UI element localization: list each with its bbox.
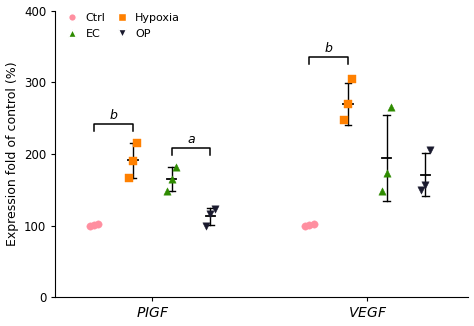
Point [172,164,180,170]
Text: b: b [325,42,333,55]
Point [95,222,102,227]
Point [344,101,352,106]
Point [168,176,175,182]
Point [129,158,137,164]
Point [211,207,219,212]
Legend: Ctrl, EC, Hypoxia, OP: Ctrl, EC, Hypoxia, OP [61,13,180,39]
Point [340,117,347,122]
Point [125,175,132,180]
Point [86,223,93,228]
Point [387,105,395,110]
Y-axis label: Expression fold of control (%): Expression fold of control (%) [6,62,18,246]
Point [305,222,313,228]
Point [426,148,434,153]
Point [310,222,317,227]
Point [417,187,425,192]
Point [301,223,309,228]
Point [164,189,171,194]
Point [348,76,356,81]
Point [383,171,391,176]
Point [91,222,98,228]
Point [207,212,214,217]
Point [422,182,429,187]
Text: b: b [109,109,118,122]
Point [379,189,386,194]
Point [133,141,141,146]
Point [202,224,210,229]
Text: a: a [187,133,195,146]
